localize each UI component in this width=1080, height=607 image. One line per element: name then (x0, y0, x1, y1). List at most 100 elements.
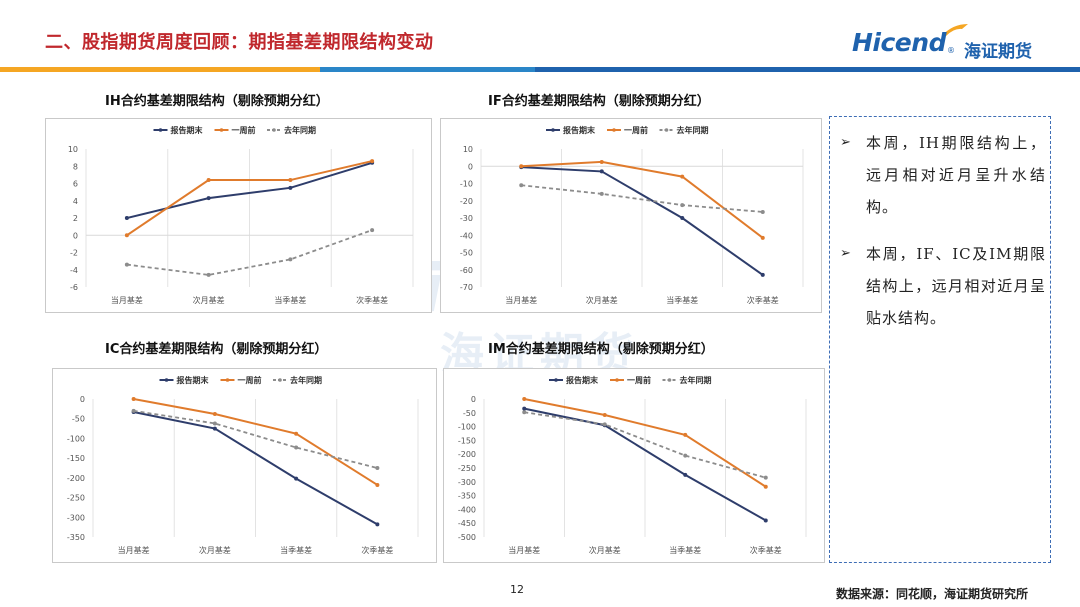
legend-item: 一周前 (214, 125, 256, 135)
data-source: 数据来源：同花顺，海证期货研究所 (836, 587, 1029, 601)
data-point (680, 174, 685, 179)
y-tick-label: -300 (67, 513, 85, 522)
legend-marker (667, 378, 672, 382)
x-tick-label: 次月基差 (589, 545, 621, 555)
data-point (124, 216, 129, 220)
data-point (760, 272, 765, 277)
data-point (522, 410, 527, 415)
header-bar-lightblue (320, 67, 535, 72)
y-tick-label: 2 (73, 214, 78, 223)
data-point (683, 432, 688, 437)
y-tick-label: -200 (458, 450, 476, 459)
legend-marker (278, 378, 282, 382)
x-tick-label: 次月基差 (199, 545, 231, 555)
data-point (375, 482, 380, 487)
y-tick-label: -10 (460, 180, 473, 189)
y-tick-label: -500 (458, 533, 476, 542)
data-point (206, 272, 211, 277)
legend-marker (554, 378, 558, 382)
arrow-bullet-icon: ➢ (840, 135, 852, 150)
legend-marker (225, 378, 230, 382)
data-point (294, 476, 299, 481)
legend-item: 一周前 (607, 125, 648, 135)
chart-title-ih: IH合约基差期限结构（剔除预期分红） (105, 94, 329, 109)
data-point (288, 178, 293, 183)
y-tick-label: -20 (460, 197, 473, 206)
legend-item: 报告期末 (546, 125, 595, 135)
legend-label: 一周前 (238, 375, 262, 385)
legend-item: 去年同期 (273, 375, 322, 385)
x-tick-label: 次月基差 (193, 295, 225, 305)
y-tick-label: -250 (458, 464, 476, 473)
data-point (124, 262, 129, 267)
legend-marker (158, 128, 163, 132)
bullet-item-if-ic-im: ➢ 本周，IF、IC及IM期限结构上，远月相对近月呈贴水结构。 (840, 238, 1045, 338)
legend-item: 报告期末 (159, 375, 209, 385)
data-point (131, 397, 136, 401)
data-point (602, 413, 607, 418)
legend-label: 报告期末 (566, 375, 598, 385)
data-point (763, 518, 768, 523)
y-tick-label: 0 (471, 395, 476, 404)
legend-item: 去年同期 (662, 375, 712, 385)
data-point (288, 185, 293, 190)
chart-title-ic: IC合约基差期限结构（剔除预期分红） (105, 342, 328, 357)
y-tick-label: -450 (458, 519, 476, 528)
bullet-text: 本周，IF、IC及IM期限结构上，远月相对近月呈贴水结构。 (866, 245, 1046, 327)
y-tick-label: -50 (460, 249, 473, 258)
legend-item: 去年同期 (267, 125, 316, 135)
series-line (524, 407, 767, 522)
x-tick-label: 次季基差 (356, 295, 388, 305)
bullet-item-ih: ➢ 本周，IH期限结构上，远月相对近月呈升水结构。 (840, 127, 1045, 227)
data-point (212, 421, 217, 426)
logo-text-cn: 海证期货 (964, 42, 1032, 62)
chart-if: 10 0 -10 -20 -30 -40 -50 -60 -70 当月基差 次月基差 当季基差 次季基差… (440, 118, 822, 313)
brand-logo: Hicend ® 海证期货 (852, 24, 1057, 64)
commentary-panel: ➢ 本周，IH期限结构上，远月相对近月呈升水结构。 ➢ 本周，IF、IC及IM期… (829, 116, 1051, 563)
y-tick-label: -150 (458, 436, 476, 445)
y-tick-label: -40 (460, 231, 473, 240)
data-point (522, 397, 527, 401)
data-point (599, 191, 604, 196)
legend-label: 一周前 (627, 375, 651, 385)
y-tick-label: -30 (460, 214, 473, 223)
series-line (521, 166, 764, 276)
arrow-bullet-icon: ➢ (840, 246, 852, 261)
x-tick-label: 当季基差 (666, 295, 698, 305)
chart-ic: 0 -50 -100 -150 -200 -250 -300 -350 当月基差 次月基差 当季基差… (52, 368, 437, 563)
data-point (680, 216, 685, 220)
bullet-text: 本周，IH期限结构上，远月相对近月呈升水结构。 (866, 134, 1046, 216)
data-point (375, 522, 380, 527)
chart-svg: 0 -50 -100 -150 -200 -250 -300 -350 -400 -450 -500… (458, 375, 807, 555)
y-tick-label: -100 (67, 434, 85, 443)
chart-im: 0 -50 -100 -150 -200 -250 -300 -350 -400 -450 -500… (443, 368, 825, 563)
data-point (519, 164, 524, 169)
data-point (206, 196, 211, 201)
data-point (294, 445, 299, 450)
y-tick-label: 10 (463, 145, 473, 154)
y-tick-label: 8 (73, 162, 78, 171)
y-tick-label: -60 (460, 266, 473, 275)
legend-label: 去年同期 (290, 375, 322, 385)
legend-marker (664, 128, 669, 132)
header-bar-orange (0, 67, 320, 72)
legend-item: 一周前 (220, 375, 262, 385)
chart-title-im: IM合约基差期限结构（剔除预期分红） (488, 342, 714, 357)
series-line (524, 398, 767, 488)
y-tick-label: -250 (67, 494, 85, 503)
x-tick-label: 当季基差 (274, 295, 306, 305)
y-tick-label: 4 (73, 197, 78, 206)
data-point (375, 466, 380, 470)
y-tick-label: -4 (70, 266, 78, 275)
series-line (521, 160, 764, 239)
y-tick-label: -300 (458, 478, 476, 487)
y-tick-label: 10 (68, 145, 78, 154)
y-tick-label: -400 (458, 505, 476, 514)
data-point (680, 203, 685, 208)
y-tick-label: -200 (67, 474, 85, 483)
data-point (131, 408, 136, 413)
legend-item: 报告期末 (549, 375, 598, 385)
data-point (683, 453, 688, 458)
series-line (133, 398, 378, 486)
data-point (206, 178, 211, 183)
